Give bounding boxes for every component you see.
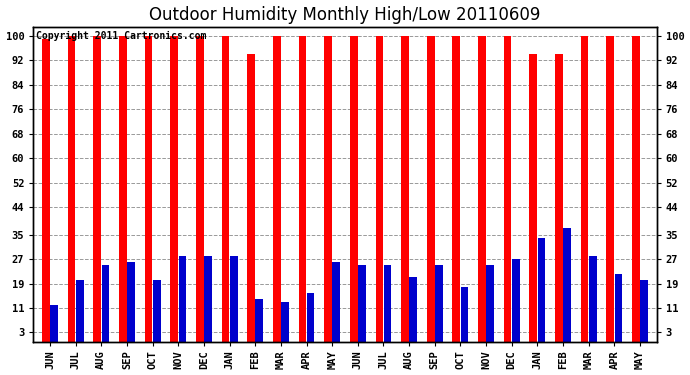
Bar [504, 36, 511, 342]
Bar [640, 280, 648, 342]
Title: Outdoor Humidity Monthly High/Low 20110609: Outdoor Humidity Monthly High/Low 201106… [149, 6, 541, 24]
Bar [632, 36, 640, 342]
Bar [401, 36, 409, 342]
Bar [93, 36, 101, 342]
Bar [384, 265, 391, 342]
Bar [555, 54, 563, 342]
Bar [358, 265, 366, 342]
Bar [247, 54, 255, 342]
Bar [512, 259, 520, 342]
Bar [486, 265, 494, 342]
Bar [68, 36, 75, 342]
Bar [333, 262, 340, 342]
Bar [615, 274, 622, 342]
Bar [607, 36, 614, 342]
Bar [50, 305, 58, 342]
Bar [435, 265, 443, 342]
Bar [563, 228, 571, 342]
Bar [461, 286, 469, 342]
Bar [153, 280, 161, 342]
Text: Copyright 2011 Cartronics.com: Copyright 2011 Cartronics.com [37, 31, 207, 41]
Bar [42, 39, 50, 342]
Bar [204, 256, 212, 342]
Bar [127, 262, 135, 342]
Bar [409, 278, 417, 342]
Bar [101, 265, 109, 342]
Bar [589, 256, 597, 342]
Bar [255, 299, 263, 342]
Bar [196, 36, 204, 342]
Bar [230, 256, 237, 342]
Bar [170, 36, 178, 342]
Bar [179, 256, 186, 342]
Bar [453, 36, 460, 342]
Bar [375, 36, 383, 342]
Bar [324, 36, 332, 342]
Bar [427, 36, 435, 342]
Bar [221, 36, 229, 342]
Bar [281, 302, 289, 342]
Bar [581, 36, 589, 342]
Bar [273, 36, 281, 342]
Bar [119, 36, 127, 342]
Bar [307, 293, 315, 342]
Bar [478, 36, 486, 342]
Bar [529, 54, 537, 342]
Bar [299, 36, 306, 342]
Bar [538, 238, 545, 342]
Bar [350, 36, 357, 342]
Bar [76, 280, 83, 342]
Bar [145, 36, 152, 342]
